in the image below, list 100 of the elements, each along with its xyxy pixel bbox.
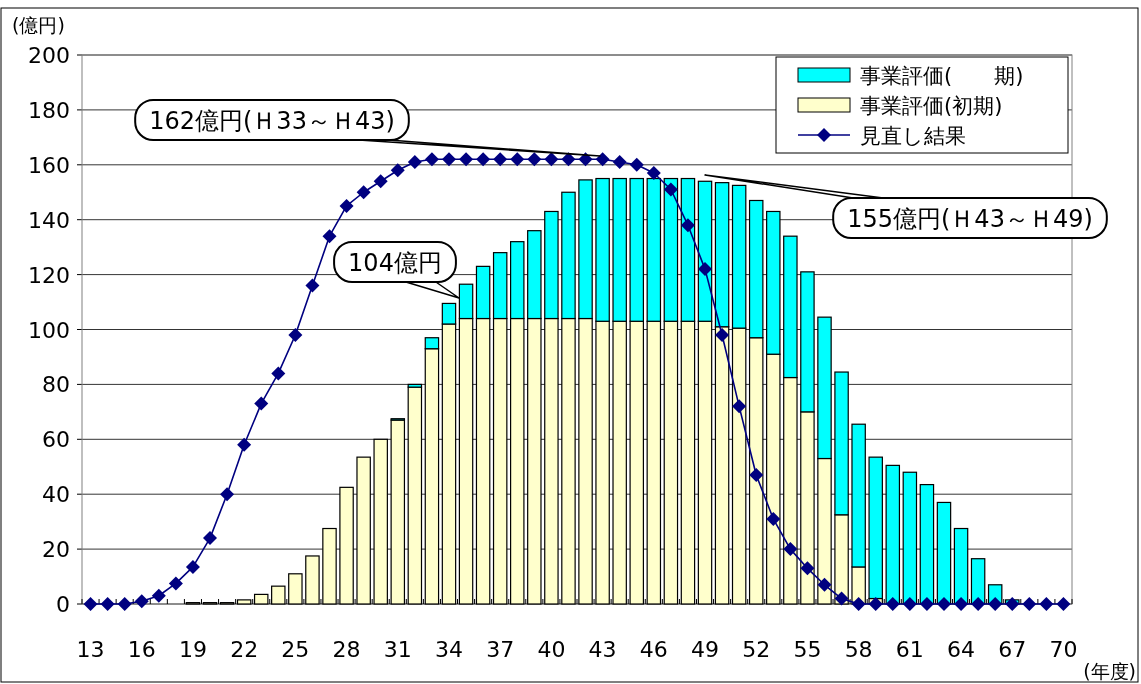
x-tick-label: 22: [230, 637, 259, 662]
point: [698, 262, 713, 277]
legend-label: 事業評価( 期): [860, 64, 1024, 88]
point: [203, 531, 218, 546]
x-tick-label: 58: [844, 637, 873, 662]
x-tick-label: 64: [947, 637, 976, 662]
bar: [271, 585, 286, 605]
y-tick-label: 160: [28, 152, 70, 178]
x-tick-label: 28: [332, 637, 361, 662]
y-tick-label: 0: [56, 592, 70, 617]
callout: 162億円(Ｈ33～Ｈ43): [134, 99, 601, 157]
callout: 155億円(Ｈ43～Ｈ49): [704, 174, 1108, 239]
point: [83, 597, 98, 611]
point: [1056, 597, 1071, 611]
point: [510, 152, 525, 167]
point: [441, 152, 456, 167]
point: [254, 396, 269, 411]
x-tick-label: 25: [281, 637, 310, 662]
x-tick-label: 43: [588, 637, 617, 662]
point: [800, 561, 815, 576]
legend-label: 事業評価(初期): [860, 94, 1003, 118]
point: [117, 597, 132, 611]
x-tick-label: 34: [434, 637, 463, 662]
point: [646, 166, 661, 181]
point: [237, 437, 252, 452]
point: [971, 597, 986, 611]
annotation: 104億円: [348, 249, 442, 277]
annotation: 162億円(Ｈ33～Ｈ43): [149, 107, 395, 135]
point: [988, 597, 1003, 611]
point: [1039, 597, 1054, 611]
point: [612, 155, 627, 170]
y-tick-label: 120: [28, 262, 70, 288]
point: [595, 152, 610, 167]
x-tick-label: 67: [998, 637, 1027, 662]
x-tick-label: 49: [691, 637, 720, 662]
point: [766, 511, 781, 526]
x-axis-title: (年度): [1083, 660, 1136, 682]
point: [732, 399, 747, 414]
point: [544, 152, 559, 167]
point: [663, 182, 678, 197]
legend-label: 見直し結果: [860, 124, 966, 148]
point: [885, 597, 900, 611]
point: [936, 597, 951, 611]
y-tick-label: 40: [42, 482, 70, 508]
point: [1022, 597, 1037, 611]
point: [629, 157, 644, 172]
point: [390, 163, 405, 178]
point: [817, 577, 832, 592]
x-tick-label: 37: [486, 637, 515, 662]
point: [493, 152, 508, 167]
bar: [458, 283, 474, 320]
x-tick-label: 13: [76, 637, 105, 662]
point: [185, 559, 200, 574]
point: [919, 597, 934, 611]
bar: [441, 302, 457, 325]
point: [339, 198, 354, 213]
bar: [305, 555, 320, 605]
x-tick-label: 31: [383, 637, 412, 662]
annotation: 155億円(Ｈ43～Ｈ49): [847, 205, 1093, 233]
x-tick-label: 46: [639, 637, 668, 662]
bar: [236, 599, 252, 605]
point: [527, 152, 542, 167]
point: [902, 597, 917, 611]
point: [271, 366, 286, 381]
point: [834, 591, 849, 606]
point: [715, 327, 730, 342]
point: [151, 588, 166, 603]
y-tick-label: 60: [42, 427, 70, 453]
x-tick-label: 16: [127, 637, 156, 662]
point: [288, 327, 303, 342]
point: [749, 467, 764, 482]
point: [100, 597, 115, 611]
y-tick-label: 20: [42, 537, 70, 563]
point: [407, 155, 422, 170]
point: [305, 278, 320, 293]
x-tick-label: 55: [793, 637, 822, 662]
point: [851, 597, 866, 611]
bar: [288, 573, 303, 605]
point: [168, 576, 183, 591]
point: [356, 185, 371, 200]
point: [476, 152, 491, 167]
point: [868, 597, 883, 611]
y-tick-label: 80: [42, 372, 70, 398]
point: [783, 542, 798, 557]
point: [680, 218, 695, 233]
point: [954, 597, 969, 611]
x-tick-label: 61: [895, 637, 924, 662]
point: [373, 174, 388, 189]
bar: [253, 593, 269, 605]
point: [322, 229, 337, 244]
y-axis-title: (億円): [12, 14, 65, 36]
x-tick-label: 52: [742, 637, 771, 662]
y-tick-label: 200: [28, 43, 70, 68]
point: [134, 594, 149, 609]
point: [561, 152, 576, 167]
point: [1005, 597, 1020, 611]
y-tick-label: 100: [28, 317, 70, 343]
y-tick-label: 140: [28, 207, 70, 233]
x-tick-label: 70: [1049, 637, 1078, 662]
y-tick-label: 180: [28, 97, 70, 123]
